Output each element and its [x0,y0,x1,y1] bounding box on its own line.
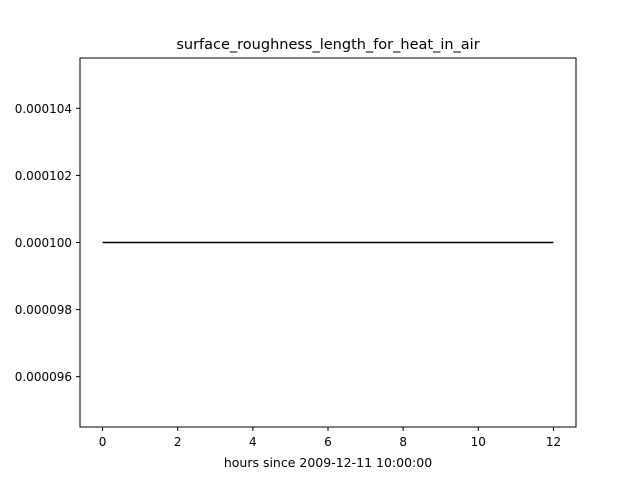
x-tick-label: 8 [399,435,407,449]
y-tick-label: 0.000102 [15,169,72,183]
x-axis-label: hours since 2009-12-11 10:00:00 [224,455,432,470]
x-tick-label: 2 [174,435,182,449]
y-tick-label: 0.000096 [15,370,72,384]
x-tick-label: 0 [99,435,107,449]
y-tick-label: 0.000098 [15,303,72,317]
y-axis: 0.000096 0.000098 0.000100 0.000102 0.000104 [15,102,80,384]
x-tick-label: 10 [471,435,486,449]
x-axis: 0 2 4 6 8 10 12 [99,427,561,449]
x-tick-label: 12 [546,435,561,449]
x-tick-label: 6 [324,435,332,449]
y-tick-label: 0.000100 [15,236,72,250]
x-tick-label: 4 [249,435,257,449]
y-tick-label: 0.000104 [15,102,72,116]
chart-title: surface_roughness_length_for_heat_in_air [176,37,479,53]
